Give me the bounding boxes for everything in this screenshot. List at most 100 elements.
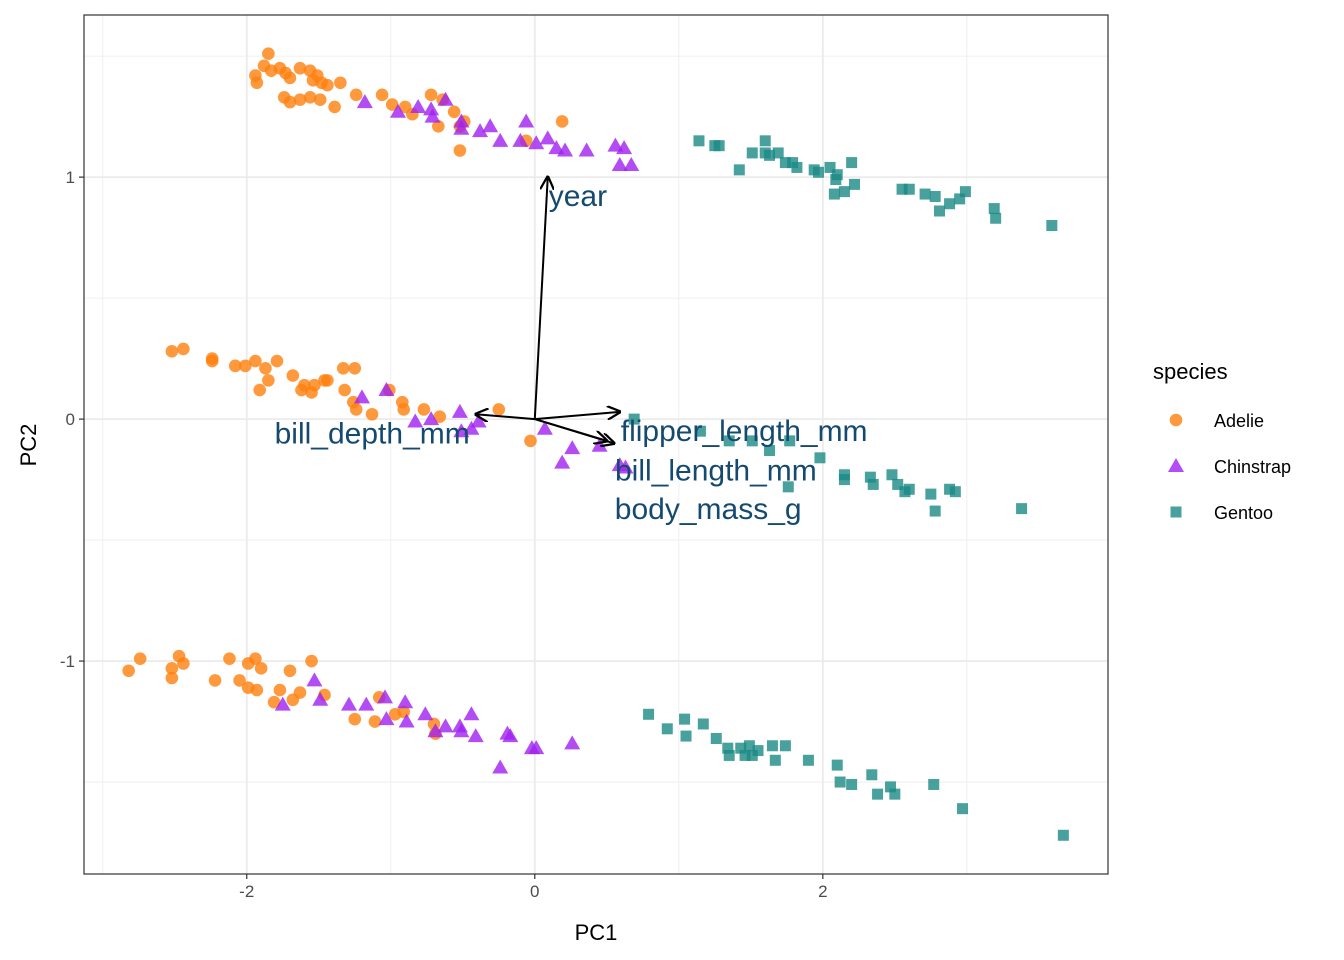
loading-label-body_mass_g: body_mass_g — [615, 493, 802, 526]
chinstrap-point — [617, 459, 634, 474]
gentoo-point — [988, 203, 1000, 215]
gentoo-point — [933, 205, 945, 217]
gentoo-point — [990, 212, 1002, 224]
adelie-point — [253, 383, 267, 397]
gentoo-point — [813, 166, 825, 178]
adelie-point — [524, 434, 537, 448]
gentoo-point — [746, 435, 758, 447]
adelie-point — [293, 61, 307, 75]
adelie-point — [228, 359, 242, 373]
legend-item-adelie: Adelie — [1169, 411, 1264, 431]
gentoo-point — [925, 488, 937, 500]
chinstrap-point — [423, 101, 440, 116]
adelie-point — [223, 652, 236, 665]
adelie-point — [283, 71, 297, 85]
chinstrap-point — [554, 454, 571, 469]
chinstrap-point — [377, 689, 394, 704]
gentoo-point — [746, 147, 758, 159]
gentoo-point — [864, 471, 876, 483]
chinstrap-point — [512, 132, 529, 147]
adelie-point — [447, 105, 461, 119]
gentoo-point — [643, 708, 655, 720]
loading-label-flipper_length_mm: flipper_length_mm — [621, 415, 868, 448]
x-tick-label: 0 — [530, 882, 539, 901]
chinstrap-point — [564, 440, 581, 455]
gentoo-point — [769, 754, 781, 766]
adelie-point — [283, 664, 297, 678]
gentoo-point — [802, 754, 814, 766]
adelie-point — [365, 407, 379, 421]
gentoo-point — [959, 186, 971, 198]
chinstrap-point — [578, 142, 595, 157]
gentoo-point — [628, 413, 640, 425]
gentoo-point — [779, 157, 791, 169]
chinstrap-point — [353, 389, 370, 404]
adelie-point — [233, 674, 246, 687]
gentoo-point — [886, 469, 898, 481]
chinstrap-point — [410, 98, 427, 113]
legend-item-gentoo: Gentoo — [1170, 503, 1273, 523]
chinstrap-point — [539, 130, 556, 145]
chinstrap-point — [611, 157, 628, 172]
chinstrap-point — [528, 740, 545, 755]
chinstrap-point — [417, 706, 434, 721]
gentoo-point — [838, 186, 850, 198]
adelie-point — [293, 686, 307, 699]
series-chinstrap — [274, 91, 640, 774]
adelie-point — [492, 403, 506, 416]
gentoo-point — [679, 713, 691, 725]
circle-legend-key — [1169, 413, 1183, 427]
chinstrap-point — [502, 728, 519, 743]
adelie-point — [122, 664, 135, 678]
adelie-point — [286, 369, 300, 382]
adelie-point — [321, 78, 334, 92]
chinstrap-point — [358, 696, 375, 711]
x-tick-label: 2 — [818, 882, 827, 901]
chinstrap-point — [453, 120, 470, 135]
gentoo-point — [713, 140, 725, 152]
gentoo-point — [779, 740, 791, 752]
gentoo-point — [949, 486, 961, 498]
adelie-point — [205, 354, 219, 368]
chinstrap-point — [623, 157, 640, 172]
adelie-point — [259, 361, 272, 375]
panel-border — [83, 14, 1109, 875]
gentoo-point — [903, 183, 915, 195]
adelie-point — [431, 120, 445, 133]
gentoo-point — [834, 776, 846, 788]
adelie-point — [239, 359, 252, 373]
adelie-point — [334, 76, 347, 90]
gentoo-point — [928, 778, 940, 790]
chinstrap-point — [492, 132, 509, 147]
chinstrap-point — [437, 91, 454, 106]
gentoo-point — [824, 161, 836, 173]
y-tick-label: 1 — [66, 168, 75, 187]
loading-label-year: year — [549, 180, 607, 213]
adelie-point — [305, 386, 318, 399]
adelie-point — [417, 403, 431, 416]
gentoo-point — [944, 483, 956, 495]
adelie-point — [349, 88, 363, 102]
gentoo-point — [919, 188, 931, 200]
gentoo-point — [723, 749, 735, 761]
gentoo-point — [739, 749, 751, 761]
legend-label: Chinstrap — [1214, 457, 1291, 477]
adelie-point — [397, 403, 411, 416]
x-axis-title: PC1 — [575, 920, 618, 945]
adelie-point — [313, 93, 327, 106]
gentoo-point — [957, 803, 969, 815]
chinstrap-point — [378, 382, 395, 397]
legend-label: Adelie — [1214, 411, 1264, 431]
adelie-point — [348, 361, 362, 375]
chinstrap-point — [518, 113, 535, 128]
adelie-point — [177, 657, 190, 670]
gentoo-point — [831, 759, 843, 771]
chinstrap-point — [616, 140, 633, 155]
adelie-point — [283, 95, 297, 109]
legend: species Adelie Chinstrap Gentoo — [1153, 359, 1291, 523]
adelie-point — [262, 374, 275, 387]
chinstrap-point — [548, 140, 565, 155]
chinstrap-point — [306, 672, 323, 687]
gentoo-point — [661, 723, 673, 735]
adelie-point — [368, 715, 382, 728]
